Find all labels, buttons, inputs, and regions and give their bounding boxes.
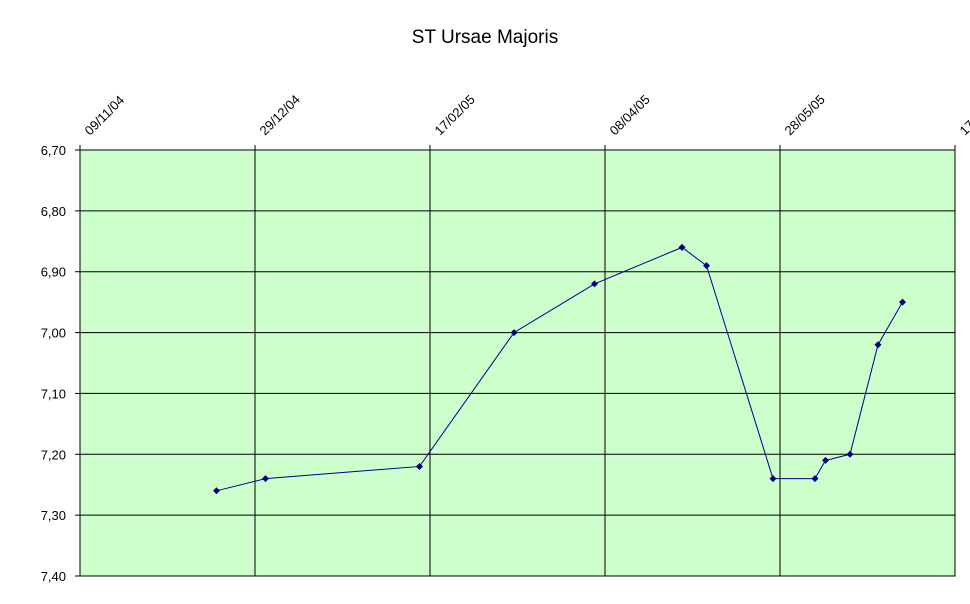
data-point: [213, 487, 220, 495]
x-tick-label: 28/05/05: [782, 92, 828, 138]
x-tick-label: 09/11/04: [82, 92, 128, 138]
data-point: [262, 475, 269, 483]
x-tick-label: 29/12/04: [257, 92, 303, 138]
data-point: [416, 462, 423, 470]
data-point: [678, 243, 686, 251]
y-tick-label: 7,30: [41, 508, 66, 523]
chart-title: ST Ursae Majoris: [412, 27, 558, 48]
data-point: [846, 450, 854, 458]
data-point: [899, 298, 906, 306]
plot-area: [79, 149, 956, 577]
data-point: [769, 475, 777, 483]
y-tick-label: 6,70: [41, 143, 66, 158]
x-tick-label: 17/07/05: [957, 92, 970, 138]
data-point: [703, 262, 710, 270]
y-tick-label: 7,40: [41, 569, 66, 584]
x-tick-label: 08/04/05: [607, 92, 653, 138]
y-tick-label: 7,10: [41, 386, 66, 401]
y-tick-label: 7,00: [41, 326, 66, 341]
data-point: [591, 280, 598, 288]
y-tick-label: 6,80: [41, 204, 66, 219]
data-point: [874, 341, 882, 349]
y-tick-label: 6,90: [41, 265, 66, 280]
data-point: [822, 456, 829, 464]
data-point: [811, 475, 819, 483]
y-tick-label: 7,20: [41, 447, 66, 462]
data-point: [510, 329, 518, 337]
x-tick-label: 17/02/05: [432, 92, 478, 138]
